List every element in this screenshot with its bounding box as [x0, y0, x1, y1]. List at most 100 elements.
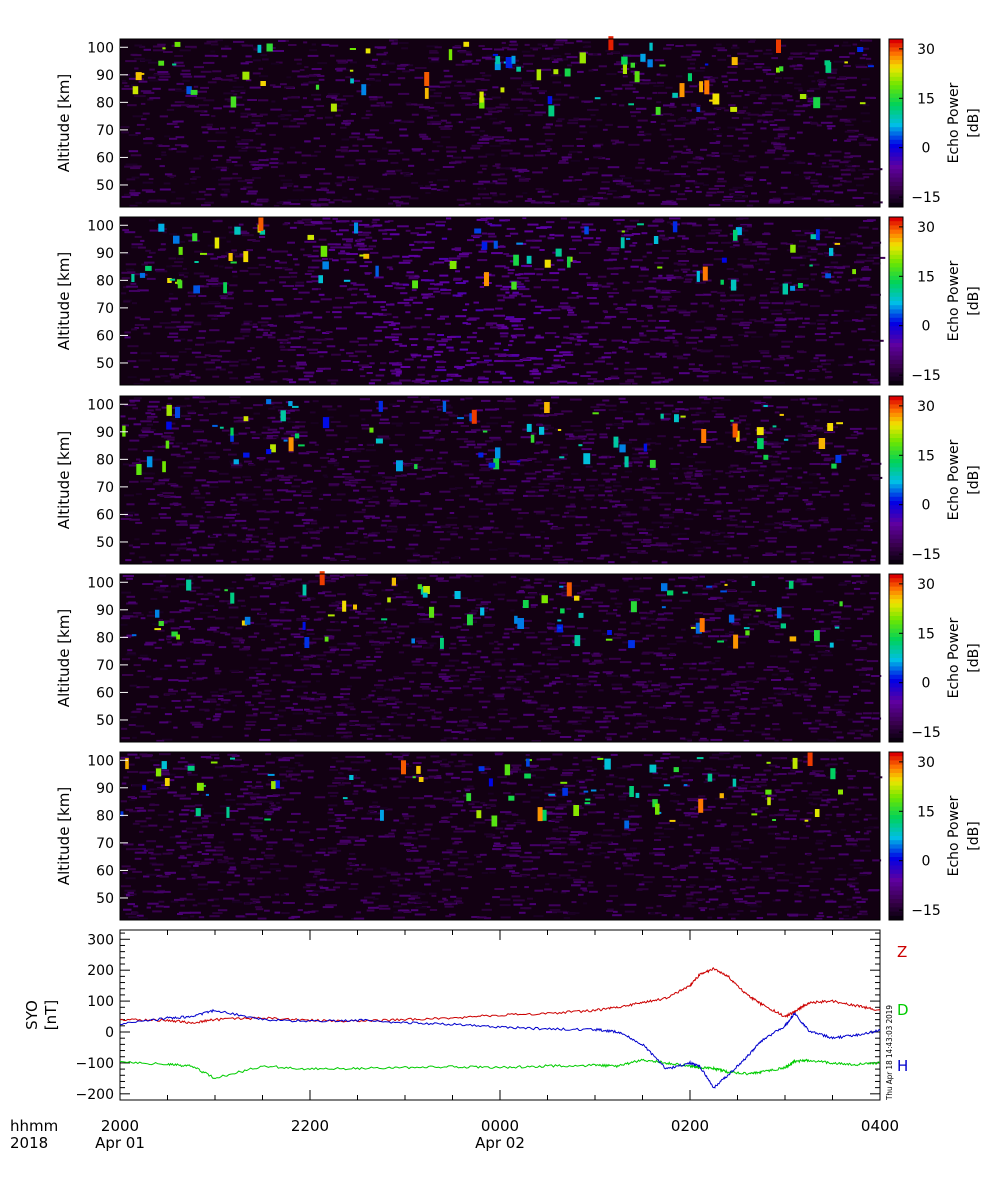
y-axis-label: Altitude [km]	[55, 74, 73, 172]
echo-mark	[755, 609, 761, 612]
echo-mark	[175, 407, 181, 418]
echo-mark	[857, 47, 864, 52]
echo-mark-strong	[699, 618, 705, 633]
echo-mark	[457, 417, 464, 420]
y-tick-label: 70	[96, 658, 114, 674]
colorbar-cell	[889, 202, 903, 208]
colorbar-cell	[889, 229, 903, 235]
echo-mark	[719, 793, 724, 799]
echo-mark	[478, 766, 485, 772]
echo-mark	[731, 57, 738, 66]
echo-mark	[736, 430, 740, 442]
colorbar-cell	[889, 217, 903, 222]
colorbar-cell	[889, 376, 903, 382]
echo-mark	[707, 773, 713, 782]
colorbar-cell	[889, 334, 903, 340]
echo-mark	[210, 761, 218, 764]
echo-mark	[411, 638, 415, 644]
heatmap-echoes	[131, 571, 843, 649]
echo-mark	[522, 600, 529, 608]
colorbar-cell	[889, 501, 903, 506]
echo-mark	[621, 230, 625, 233]
colorbar-cell	[889, 438, 903, 443]
colorbar-cell	[889, 280, 903, 285]
colorbar-cell	[889, 848, 903, 854]
colorbar-cell	[889, 127, 903, 132]
heatmap-noise	[121, 217, 886, 385]
colorbar-cell	[889, 368, 903, 373]
echo-mark	[704, 63, 709, 66]
echo-mark	[829, 642, 834, 648]
echo-mark	[288, 401, 293, 407]
colorbar-cell	[889, 603, 903, 609]
echo-mark	[814, 809, 820, 817]
y-axis-label: Altitude [km]	[55, 609, 73, 707]
colorbar-cell	[889, 139, 903, 145]
colorbar-cell	[889, 708, 903, 714]
colorbar-cell	[889, 263, 903, 268]
colorbar-cell	[889, 284, 903, 289]
colorbar-cell	[889, 338, 903, 344]
colorbar-cell	[889, 894, 903, 900]
echo-mark	[825, 61, 832, 73]
colorbar-cell	[889, 225, 903, 231]
echo-mark	[315, 84, 320, 90]
echo-mark	[799, 94, 807, 99]
heatmap-echoes	[122, 399, 843, 475]
colorbar-tick-label: 30	[917, 399, 935, 415]
colorbar-cell	[889, 114, 903, 120]
echo-mark	[643, 443, 648, 452]
echo-mark	[604, 758, 611, 770]
y-tick-label: 60	[96, 150, 114, 166]
colorbar-cell	[889, 400, 903, 405]
echo-mark	[167, 278, 172, 283]
colorbar-tick-label: 0	[922, 676, 931, 692]
echo-mark	[789, 636, 797, 642]
colorbar-cell	[889, 599, 903, 604]
echo-mark	[171, 631, 178, 637]
y-tick-label: 100	[87, 397, 114, 413]
echo-mark	[559, 456, 565, 459]
colorbar-tick-label: −15	[911, 903, 941, 919]
echo-mark	[166, 421, 172, 430]
colorbar-cell	[889, 810, 903, 816]
colorbar-cell	[889, 72, 903, 78]
colorbar-cell	[889, 517, 903, 523]
echo-mark	[557, 626, 562, 629]
colorbar-cell	[889, 372, 903, 378]
colorbar-cell	[889, 559, 903, 565]
colorbar-cell	[889, 102, 903, 107]
colorbar-cell	[889, 658, 903, 663]
echo-mark	[696, 107, 701, 112]
echo-mark	[649, 42, 653, 51]
colorbar-cell	[889, 271, 903, 277]
y-axis-label: Altitude [km]	[55, 787, 73, 885]
echo-mark	[674, 414, 679, 423]
echo-mark-strong	[608, 36, 614, 51]
colorbar-cell	[889, 305, 903, 310]
colorbar-cell	[889, 721, 903, 726]
colorbar-cell	[889, 674, 903, 680]
echo-mark	[467, 614, 473, 626]
colorbar-cell	[889, 64, 903, 69]
x-tick-label: 0400	[861, 1117, 899, 1135]
echo-mark	[375, 265, 379, 277]
colorbar-cell	[889, 43, 903, 48]
colorbar-cell	[889, 267, 903, 273]
colorbar-cell	[889, 359, 903, 365]
echo-mark	[810, 234, 817, 240]
echo-mark	[500, 87, 505, 93]
colorbar-cell	[889, 446, 903, 452]
echo-mark	[578, 612, 584, 618]
y-tick-label: 100	[87, 753, 114, 769]
echo-mark	[687, 73, 692, 82]
echo-mark	[776, 67, 780, 73]
colorbar-cell	[889, 543, 903, 548]
echo-mark	[814, 630, 820, 642]
colorbar-cell	[889, 275, 903, 281]
colorbar-cell	[889, 679, 903, 684]
echo-mark	[280, 410, 286, 422]
colorbar-cell	[889, 865, 903, 871]
colorbar-cell	[889, 326, 903, 331]
heatmap-noise	[120, 574, 882, 742]
